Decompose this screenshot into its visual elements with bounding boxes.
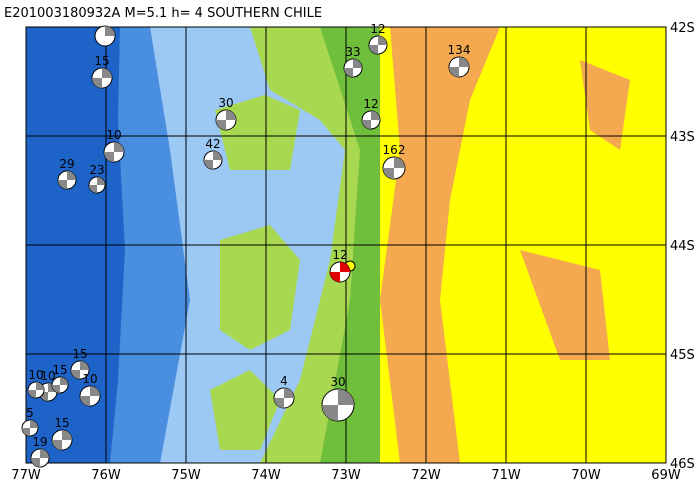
lat-label: 43S (670, 130, 695, 145)
lon-label: 70W (571, 468, 601, 483)
focal-quadrant (226, 110, 236, 120)
event-depth: 12 (370, 22, 385, 36)
focal-quadrant (80, 396, 90, 406)
event-depth: 15 (94, 54, 109, 68)
focal-quadrant (40, 449, 49, 458)
event-depth: 12 (363, 97, 378, 111)
focal-quadrant (369, 45, 378, 54)
focal-quadrant (340, 262, 350, 272)
focal-quadrant (90, 386, 100, 396)
event-depth: 30 (330, 375, 345, 389)
focal-quadrant (284, 388, 294, 398)
lon-label: 75W (171, 468, 201, 483)
focal-quadrant (274, 398, 284, 408)
focal-quadrant (52, 440, 62, 450)
focal-quadrant (52, 385, 60, 393)
focal-quadrant (22, 428, 30, 436)
map-title: E201003180932A M=5.1 h= 4 SOUTHERN CHILE (4, 6, 322, 21)
focal-quadrant (459, 57, 469, 67)
focal-quadrant (36, 382, 44, 390)
event-depth: 33 (345, 45, 360, 59)
event-depth: 162 (383, 143, 406, 157)
focal-quadrant (383, 168, 394, 179)
event-depth: 29 (59, 157, 74, 171)
focal-quadrant (378, 36, 387, 45)
lon-label: 71W (491, 468, 521, 483)
focal-quadrant (338, 389, 354, 405)
lon-label: 76W (91, 468, 121, 483)
focal-quadrant (30, 420, 38, 428)
focal-quadrant (204, 160, 213, 169)
focal-quadrant (28, 390, 36, 398)
focal-quadrant (114, 142, 124, 152)
focal-quadrant (449, 67, 459, 77)
event-depth: 23 (89, 163, 104, 177)
event-depth: 30 (218, 96, 233, 110)
focal-quadrant (104, 152, 114, 162)
focal-quadrant (322, 405, 338, 421)
event-depth: 5 (26, 406, 34, 420)
focal-quadrant (371, 111, 380, 120)
lon-label: 72W (411, 468, 441, 483)
event-depth: 10 (82, 372, 97, 386)
focal-quadrant (89, 185, 97, 193)
focal-quadrant (92, 78, 102, 88)
focal-quadrant (58, 180, 67, 189)
focal-quadrant (213, 151, 222, 160)
lat-label: 45S (670, 348, 695, 363)
lat-label: 46S (670, 457, 695, 472)
event-depth: 19 (32, 435, 47, 449)
focal-quadrant (31, 458, 40, 467)
event-depth: 10 (28, 368, 43, 382)
focal-quadrant (102, 68, 112, 78)
lon-label: 69W (651, 468, 681, 483)
focal-quadrant (216, 120, 226, 130)
event-depth: 42 (205, 137, 220, 151)
focal-quadrant (71, 370, 80, 379)
grid (25, 26, 667, 464)
lon-label: 77W (11, 468, 41, 483)
event-depth: 12 (332, 248, 347, 262)
focal-quadrant (97, 177, 105, 185)
lon-label: 74W (251, 468, 281, 483)
lon-label: 73W (331, 468, 361, 483)
event-depth: 15 (52, 363, 67, 377)
focal-quadrant (60, 377, 68, 385)
event-depth: 10 (106, 128, 121, 142)
focal-quadrant (362, 120, 371, 129)
focal-quadrant (330, 272, 340, 282)
event-depth: 4 (280, 374, 288, 388)
event-depth: 10 (40, 369, 55, 383)
event-depth: 15 (54, 416, 69, 430)
focal-quadrant (62, 430, 72, 440)
event-depth: 15 (72, 347, 87, 361)
lat-label: 44S (670, 239, 695, 254)
ball-quadrant (105, 26, 115, 36)
focal-quadrant (394, 157, 405, 168)
lat-label: 42S (670, 21, 695, 36)
focal-quadrant (344, 68, 353, 77)
focal-quadrant (80, 361, 89, 370)
focal-quadrant (353, 59, 362, 68)
focal-quadrant (67, 171, 76, 180)
event-depth: 134 (448, 43, 471, 57)
